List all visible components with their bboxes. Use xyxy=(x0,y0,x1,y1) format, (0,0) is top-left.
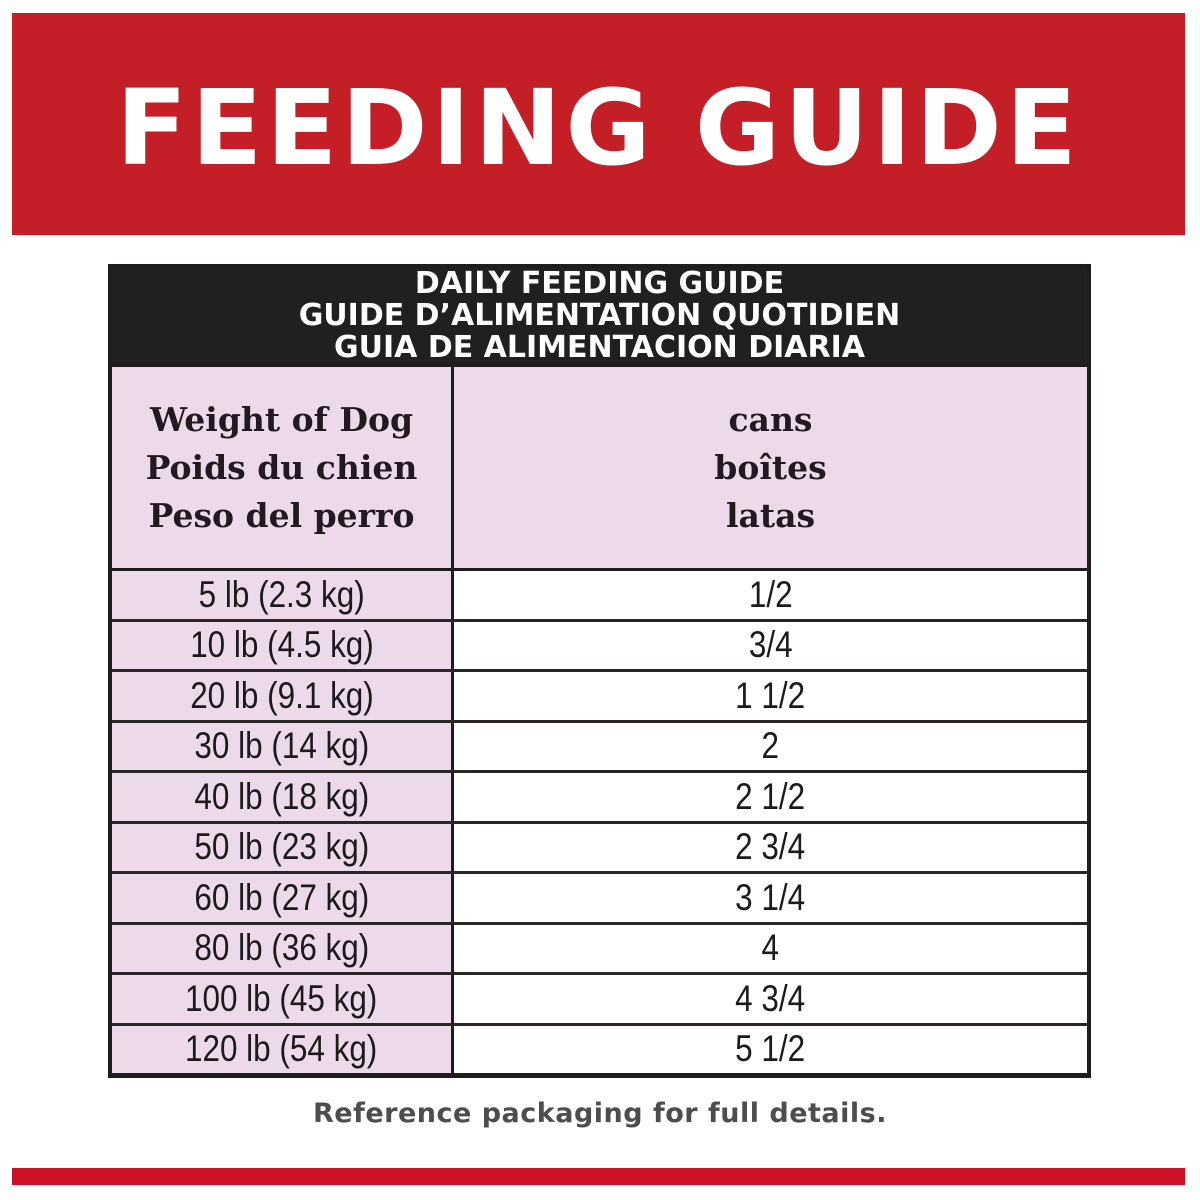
table-title-spanish: GUIA DE ALIMENTACION DIARIA xyxy=(334,330,865,365)
table-row: 10 lb (4.5 kg) 3/4 xyxy=(112,621,1087,672)
table-title-french: GUIDE D’ALIMENTATION QUOTIDIEN xyxy=(298,298,901,333)
table-title: DAILY FEEDING GUIDE GUIDE D’ALIMENTATION… xyxy=(112,268,1087,367)
weight-cell: 5 lb (2.3 kg) xyxy=(198,573,365,615)
cans-cell: 5 1/2 xyxy=(735,1028,806,1070)
footer-note: Reference packaging for full details. xyxy=(313,1098,887,1129)
weight-cell: 100 lb (45 kg) xyxy=(185,977,378,1019)
cans-cell: 3/4 xyxy=(748,624,793,666)
cans-cell: 4 xyxy=(761,927,780,969)
weight-cell: 60 lb (27 kg) xyxy=(194,876,369,918)
cans-cell: 1 1/2 xyxy=(735,674,806,716)
column-header-cans-english: cans xyxy=(728,399,813,439)
weight-cell: 80 lb (36 kg) xyxy=(194,927,369,969)
cans-cell: 4 3/4 xyxy=(735,977,806,1019)
table-row: 40 lb (18 kg) 2 1/2 xyxy=(112,773,1087,824)
cans-cell: 2 3/4 xyxy=(735,826,806,868)
column-header-weight-french: Poids du chien xyxy=(145,447,418,487)
weight-cell: 120 lb (54 kg) xyxy=(185,1028,378,1070)
table-title-english: DAILY FEEDING GUIDE xyxy=(414,266,785,301)
weight-cell: 10 lb (4.5 kg) xyxy=(189,624,374,666)
weight-cell: 30 lb (14 kg) xyxy=(194,725,369,767)
weight-cell: 50 lb (23 kg) xyxy=(194,826,369,868)
column-header-cans: cans boîtes latas xyxy=(454,367,1087,568)
table-row: 20 lb (9.1 kg) 1 1/2 xyxy=(112,672,1087,723)
table-row: 80 lb (36 kg) 4 xyxy=(112,924,1087,975)
cans-cell: 3 1/4 xyxy=(735,876,806,918)
feeding-guide-banner: FEEDING GUIDE xyxy=(12,13,1185,235)
weight-cell: 20 lb (9.1 kg) xyxy=(189,674,374,716)
banner-title: FEEDING GUIDE xyxy=(116,67,1081,189)
column-header-weight: Weight of Dog Poids du chien Peso del pe… xyxy=(112,367,454,568)
column-header-row: Weight of Dog Poids du chien Peso del pe… xyxy=(112,367,1087,571)
table-row: 50 lb (23 kg) 2 3/4 xyxy=(112,823,1087,874)
cans-cell: 1/2 xyxy=(748,573,793,615)
cans-cell: 2 xyxy=(761,725,780,767)
table-row: 120 lb (54 kg) 5 1/2 xyxy=(112,1025,1087,1073)
column-header-weight-english: Weight of Dog xyxy=(149,399,414,439)
table-row: 60 lb (27 kg) 3 1/4 xyxy=(112,874,1087,925)
bottom-stripe xyxy=(12,1168,1185,1185)
column-header-cans-french: boîtes xyxy=(714,447,827,487)
table-row: 30 lb (14 kg) 2 xyxy=(112,722,1087,773)
column-header-weight-spanish: Peso del perro xyxy=(148,495,415,535)
feeding-guide-table: DAILY FEEDING GUIDE GUIDE D’ALIMENTATION… xyxy=(108,264,1091,1078)
table-row: 5 lb (2.3 kg) 1/2 xyxy=(112,571,1087,622)
table-body: 5 lb (2.3 kg) 1/2 10 lb (4.5 kg) 3/4 20 … xyxy=(112,571,1087,1073)
weight-cell: 40 lb (18 kg) xyxy=(194,775,369,817)
cans-cell: 2 1/2 xyxy=(735,775,806,817)
column-header-cans-spanish: latas xyxy=(725,495,816,535)
table-row: 100 lb (45 kg) 4 3/4 xyxy=(112,975,1087,1026)
